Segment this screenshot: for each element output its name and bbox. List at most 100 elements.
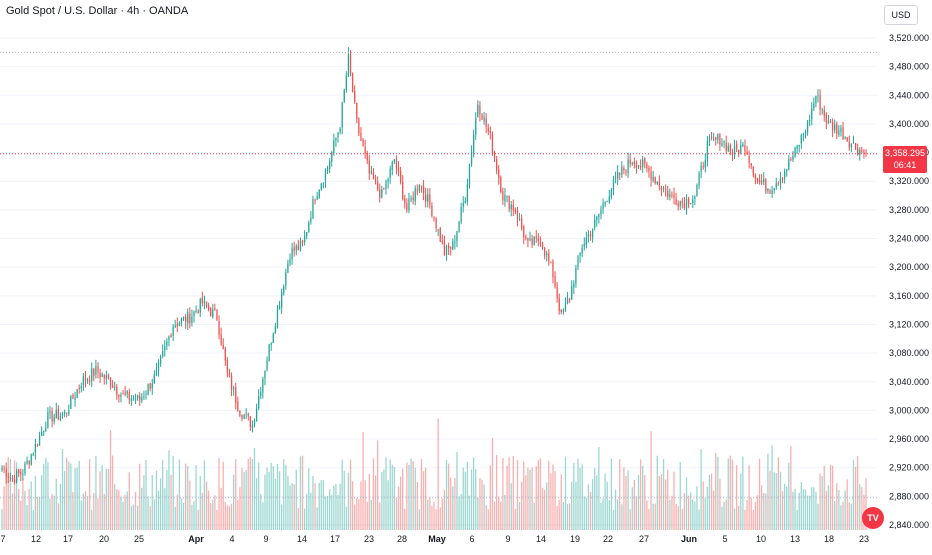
volume-bar	[439, 507, 441, 530]
volume-bar	[341, 459, 343, 530]
candle-body	[491, 133, 494, 153]
volume-bar	[427, 499, 429, 530]
candle-body	[174, 325, 176, 327]
candle-body	[619, 173, 621, 175]
tradingview-logo-icon: TV	[862, 507, 884, 529]
candle-body	[692, 199, 694, 204]
candle-body	[531, 238, 533, 245]
candle-body	[30, 454, 32, 465]
volume-bar	[763, 493, 765, 530]
volume-bar	[132, 504, 135, 530]
volume-bar	[55, 478, 57, 530]
candle-body	[43, 431, 45, 433]
volume-bar	[180, 498, 183, 530]
volume-bar	[708, 474, 711, 530]
candle-body	[652, 176, 654, 181]
volume-bar	[481, 479, 483, 530]
candle-body	[817, 95, 819, 97]
volume-bar	[554, 471, 556, 530]
volume-bar	[571, 481, 573, 530]
volume-bar	[635, 496, 638, 530]
candle-body	[738, 149, 740, 154]
volume-bar	[370, 499, 373, 530]
candle-body	[1, 467, 3, 470]
candle-body	[170, 335, 172, 337]
candle-body	[829, 121, 832, 123]
candle-body	[57, 409, 59, 420]
volume-bar	[253, 447, 256, 530]
candle-body	[460, 207, 462, 222]
candle-body	[387, 179, 389, 182]
candle-body	[583, 244, 585, 247]
volume-bar	[435, 509, 437, 530]
candle-body	[744, 145, 746, 152]
volume-bar	[391, 464, 393, 530]
volume-bar	[671, 495, 673, 530]
candle-body	[541, 244, 544, 249]
volume-bar	[623, 467, 625, 530]
candle-body	[625, 171, 627, 173]
volume-bar	[583, 496, 585, 530]
volume-bar	[539, 458, 542, 530]
volume-bar	[813, 487, 815, 530]
candle-body	[241, 414, 243, 419]
candle-body	[253, 420, 256, 426]
candle-body	[260, 392, 262, 397]
candle-body	[18, 469, 20, 473]
candle-body	[61, 413, 64, 416]
volume-bar	[477, 498, 479, 530]
candle-body	[3, 468, 5, 470]
candle-body	[675, 198, 677, 205]
candle-body	[591, 229, 594, 238]
volume-bar	[594, 467, 596, 530]
candle-body	[13, 478, 16, 483]
volume-bar	[118, 490, 120, 530]
volume-bar	[564, 456, 567, 530]
volume-bar	[281, 504, 283, 530]
candle-body	[525, 236, 527, 239]
candle-body	[47, 411, 49, 428]
volume-bar	[550, 473, 552, 530]
candle-body	[750, 163, 752, 166]
volume-bar	[364, 480, 366, 530]
volume-bar	[498, 496, 500, 530]
candle-body	[212, 309, 214, 317]
volume-bar	[91, 509, 93, 530]
volume-bar	[698, 509, 700, 530]
volume-bar	[470, 469, 473, 530]
x-tick-label: Jun	[681, 534, 697, 544]
candle-body	[685, 198, 688, 210]
volume-bar	[214, 495, 216, 530]
currency-button[interactable]: USD	[884, 5, 918, 25]
candle-body	[667, 190, 669, 197]
volume-bar	[796, 509, 798, 530]
volume-bar	[157, 490, 160, 530]
volume-bar	[727, 458, 729, 530]
volume-bar	[681, 508, 683, 530]
volume-bar	[677, 506, 679, 530]
volume-bar	[541, 487, 544, 530]
candle-body	[233, 388, 235, 390]
volume-bar	[479, 478, 481, 530]
volume-bar	[629, 509, 631, 530]
x-tick-label: 6	[469, 534, 474, 544]
volume-bar	[314, 483, 316, 530]
volume-bar	[675, 503, 677, 530]
volume-bar	[646, 500, 648, 530]
candle-body	[600, 209, 602, 215]
candle-body	[341, 102, 343, 128]
candle-body	[239, 410, 241, 416]
volume-bar	[746, 500, 748, 530]
candle-body	[20, 471, 22, 474]
candle-body	[696, 185, 698, 197]
volume-bar	[168, 450, 170, 530]
volume-bar	[410, 458, 412, 530]
volume-bar	[345, 506, 347, 530]
volume-bar	[850, 503, 853, 530]
candle-body	[228, 373, 231, 376]
volume-bar	[385, 457, 387, 530]
volume-bar	[725, 499, 727, 530]
volume-bar	[619, 459, 621, 530]
